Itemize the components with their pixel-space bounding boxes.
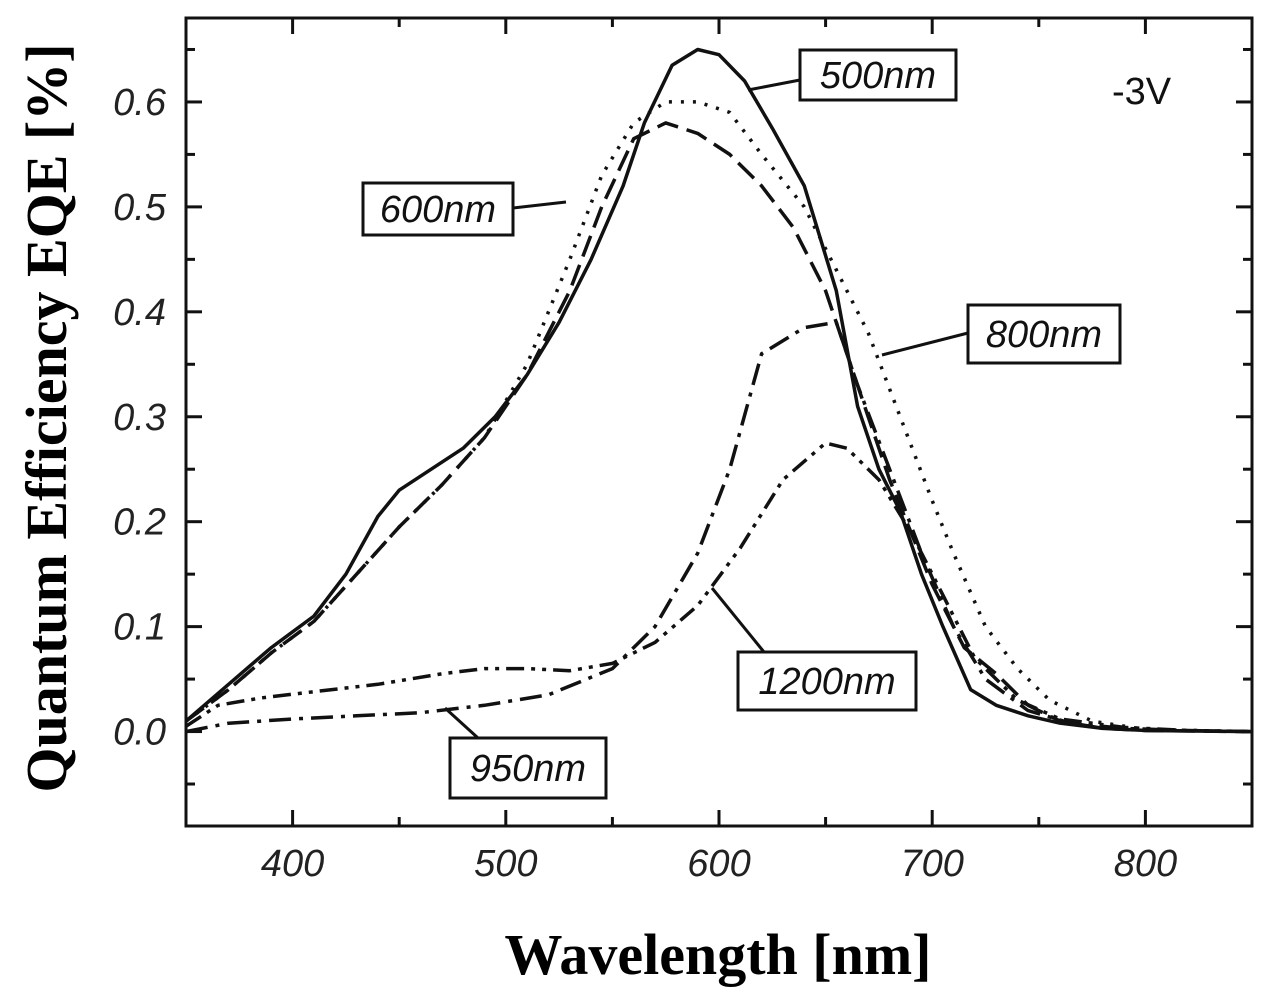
callout-950nm: 950nm: [443, 706, 608, 800]
callout-leader: [747, 78, 801, 92]
callout-600nm: 600nm: [361, 181, 567, 237]
callout-1200nm: 1200nm: [710, 587, 918, 712]
callout-label: 800nm: [986, 314, 1102, 356]
y-tick-label: 0.6: [113, 82, 167, 124]
y-tick-label: 0.2: [113, 502, 166, 544]
callout-leader: [881, 331, 969, 357]
callout-label: 500nm: [820, 55, 936, 97]
callout-500nm: 500nm: [747, 48, 958, 102]
callout-leader: [512, 200, 567, 210]
series-line-1200nm: [185, 441, 1253, 734]
y-tick-label: 0.5: [113, 187, 167, 229]
series-line-600nm: [184, 121, 1253, 734]
y-tick-label: 0.3: [113, 397, 166, 439]
callout-leader: [443, 706, 480, 740]
callout-box: [966, 303, 1122, 365]
callout-leader: [710, 587, 766, 653]
series-line-500nm: [184, 47, 1253, 734]
bias-voltage-annotation: -3V: [1112, 71, 1172, 113]
callout-800nm: 800nm: [881, 303, 1122, 365]
callout-box: [448, 736, 608, 800]
series-line-800nm: [184, 100, 1253, 734]
y-axis-title: Quantum Efficiency EQE [%]: [14, 43, 79, 792]
callout-label: 600nm: [380, 189, 496, 231]
x-axis-title: Wavelength [nm]: [505, 922, 932, 987]
x-tick-label: 800: [1114, 843, 1177, 885]
callout-layer: 500nm 600nm 800nm 1200nm 950nm: [361, 48, 1122, 800]
x-tick-label: 500: [474, 843, 537, 885]
y-tick-label: 0.0: [113, 712, 166, 754]
callout-label: 1200nm: [758, 661, 895, 703]
x-tick-label: 700: [900, 843, 963, 885]
y-tick-label: 0.1: [113, 607, 166, 649]
callout-label: 950nm: [470, 748, 586, 790]
callout-box: [798, 48, 958, 102]
series-layer: [184, 47, 1253, 734]
x-tick-label: 400: [261, 843, 324, 885]
series-line-950nm: [185, 320, 1253, 734]
plot-frame: [184, 16, 1254, 828]
x-tick-label: 600: [687, 843, 750, 885]
callout-box: [736, 650, 918, 712]
y-tick-label: 0.4: [113, 292, 166, 334]
axis-ticks: 400 500 600 700 800 0.0 0.1 0.2 0.3 0.4 0.5 0.6: [113, 18, 1254, 885]
callout-box: [361, 181, 515, 237]
